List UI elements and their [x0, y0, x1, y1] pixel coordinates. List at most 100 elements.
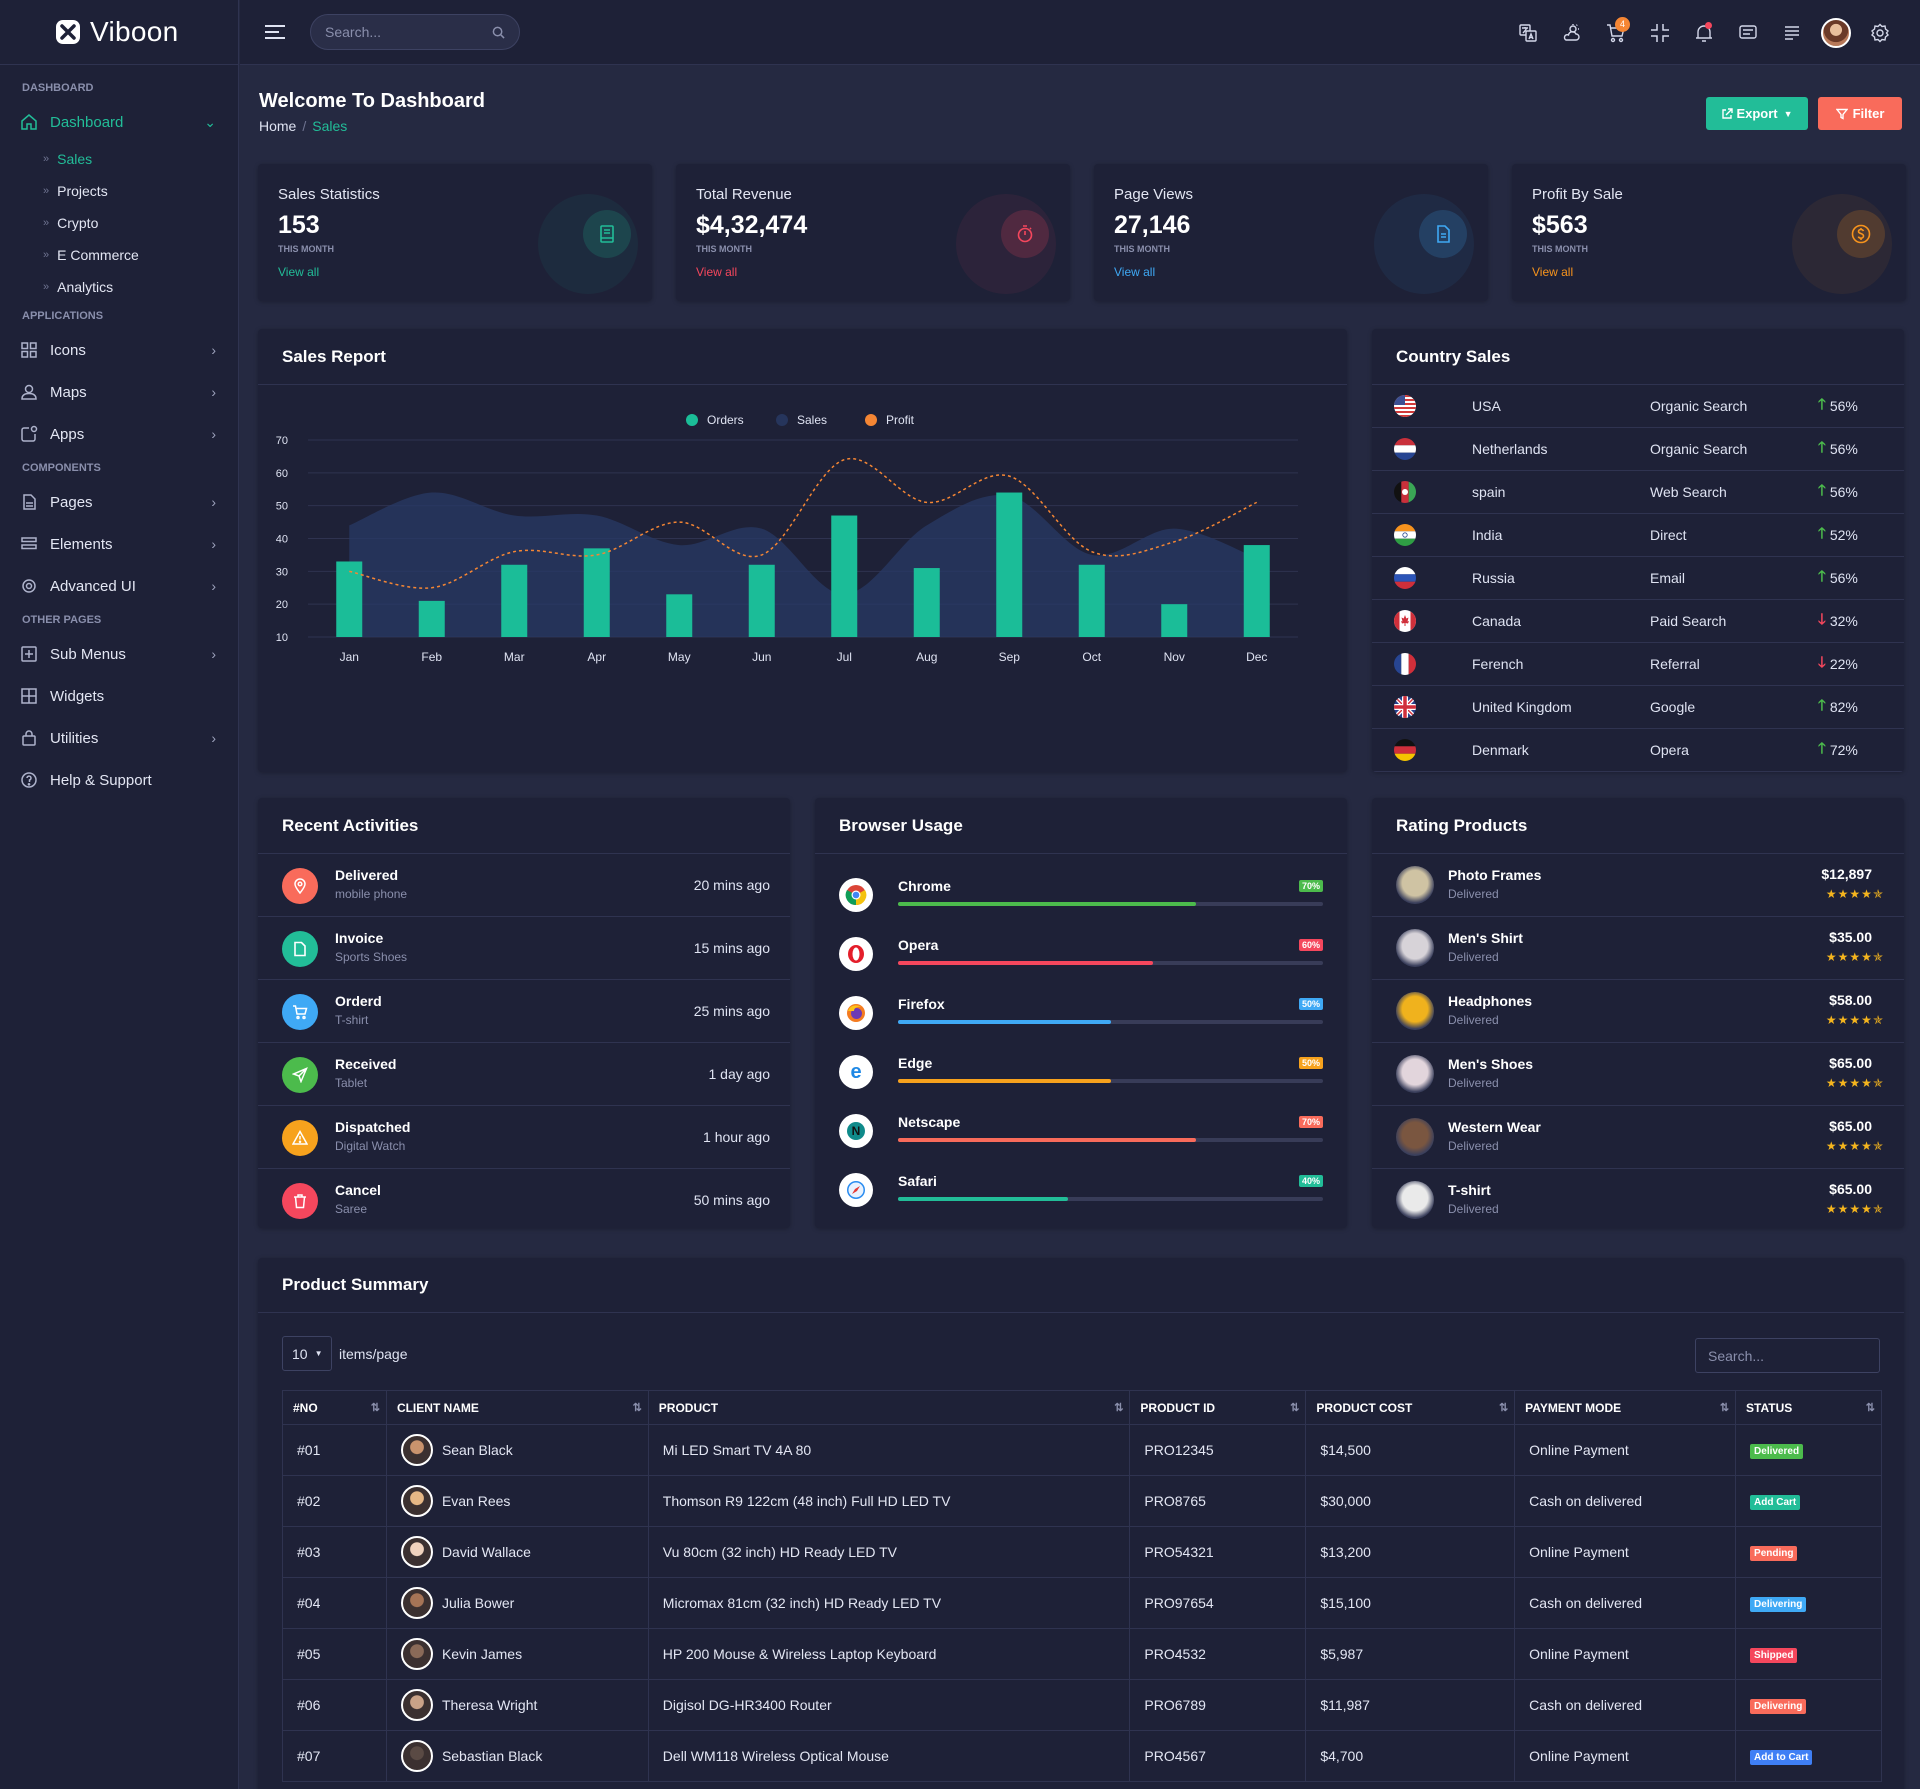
country-sales-card: Country Sales USA Organic Search 🡑 56% Nethe…: [1372, 329, 1904, 772]
product-item[interactable]: Western Wear Delivered $65.00 ★★★★✯: [1372, 1106, 1904, 1169]
export-button[interactable]: Export ▼: [1706, 97, 1808, 130]
browser-list: Chrome 70% Opera 60% Firefox 50% e Edge 50% N Nets…: [815, 854, 1347, 1218]
column-header[interactable]: PRODUCT ID ⇅: [1129, 1390, 1307, 1425]
sidebar: Viboon DASHBOARD Dashboard ⌄ » Sales » Pro…: [0, 0, 239, 1789]
search-input[interactable]: Search...: [310, 14, 520, 50]
translate-icon[interactable]: [1506, 11, 1550, 55]
star-rating: ★★★★✯: [1825, 1013, 1884, 1027]
sort-icon[interactable]: ⇅: [1290, 1402, 1300, 1414]
column-header[interactable]: PRODUCT ⇅: [647, 1390, 1131, 1425]
client-cell: Julia Bower: [385, 1577, 649, 1629]
sidebar-item-pages[interactable]: Pages ›: [0, 481, 238, 523]
product-name: Men's Shirt: [1448, 930, 1523, 946]
fullscreen-exit-icon[interactable]: [1638, 11, 1682, 55]
sidebar-item-apps[interactable]: Apps ›: [0, 413, 238, 455]
column-header[interactable]: PRODUCT COST ⇅: [1305, 1390, 1516, 1425]
table-search-input[interactable]: Search...: [1695, 1338, 1880, 1373]
menu-icon[interactable]: [264, 24, 286, 40]
sidebar-item-help[interactable]: Help & Support: [0, 759, 238, 801]
product-item[interactable]: T-shirt Delivered $65.00 ★★★★✯: [1372, 1169, 1904, 1228]
list-icon[interactable]: [1770, 11, 1814, 55]
sidebar-sub-analytics[interactable]: » Analytics: [0, 271, 238, 303]
table-row[interactable]: #06 Theresa Wright Digisol DG-HR3400 Route…: [282, 1679, 1882, 1731]
sort-icon[interactable]: ⇅: [1719, 1402, 1730, 1414]
cart-icon[interactable]: 4: [1594, 11, 1638, 55]
status-cell: Add to Cart: [1735, 1730, 1882, 1782]
bell-icon[interactable]: [1682, 11, 1726, 55]
sidebar-sub-projects[interactable]: » Projects: [0, 175, 238, 207]
flag-icon: [1394, 524, 1416, 546]
traffic-source: Google: [1650, 699, 1696, 715]
product-item[interactable]: Headphones Delivered $58.00 ★★★★✯: [1372, 980, 1904, 1043]
table-row[interactable]: #02 Evan Rees Thomson R9 122cm (48 inch) F…: [282, 1475, 1882, 1527]
stat-card-sales: Sales Statistics 153 THIS MONTH View all: [258, 164, 652, 301]
view-all-link[interactable]: View all: [278, 265, 320, 279]
sidebar-sub-ecommerce[interactable]: » E Commerce: [0, 239, 238, 271]
sidebar-item-sub-menus[interactable]: Sub Menus ›: [0, 633, 238, 675]
table-row[interactable]: #04 Julia Bower Micromax 81cm (32 inch) HD…: [282, 1577, 1882, 1629]
logo[interactable]: Viboon: [0, 0, 238, 65]
table-row[interactable]: #03 David Wallace Vu 80cm (32 inch) HD Rea…: [282, 1526, 1882, 1578]
page-size-select[interactable]: 10 ▼: [282, 1336, 332, 1371]
weather-icon[interactable]: [1550, 11, 1594, 55]
stat-card-revenue: Total Revenue $4,32,474 THIS MONTH View …: [676, 164, 1070, 301]
column-header[interactable]: CLIENT NAME ⇅: [385, 1390, 649, 1425]
sidebar-item-label: Widgets: [50, 687, 105, 705]
status-cell: Delivering: [1735, 1577, 1882, 1629]
view-all-link[interactable]: View all: [1114, 265, 1156, 279]
user-avatar[interactable]: [1814, 11, 1858, 55]
table-row[interactable]: #07 Sebastian Black Dell WM118 Wireless Op…: [282, 1730, 1882, 1782]
sort-icon[interactable]: ⇅: [370, 1402, 380, 1414]
activity-time: 15 mins ago: [693, 940, 770, 956]
sidebar-item-elements[interactable]: Elements ›: [0, 523, 238, 565]
breadcrumb-home[interactable]: Home: [259, 118, 297, 134]
sort-icon[interactable]: ⇅: [1498, 1402, 1509, 1414]
bullet-icon: »: [43, 281, 50, 293]
status-badge: Shipped: [1750, 1648, 1798, 1663]
column-header[interactable]: STATUS ⇅: [1735, 1390, 1882, 1425]
sidebar-item-dashboard[interactable]: Dashboard ⌄: [0, 101, 238, 143]
column-header[interactable]: PAYMENT MODE ⇅: [1514, 1390, 1737, 1425]
activity-item[interactable]: Received Tablet 1 day ago: [258, 1043, 790, 1106]
client: Evan Rees: [400, 1485, 648, 1517]
activity-item[interactable]: Orderd T-shirt 25 mins ago: [258, 980, 790, 1043]
filter-button[interactable]: Filter: [1818, 97, 1902, 130]
profit-line-series: [349, 457, 1258, 589]
avatar: [400, 1689, 433, 1721]
orders-bar: [501, 564, 528, 637]
product-item[interactable]: Photo Frames Delivered $12,897 ★★★★✯: [1372, 854, 1904, 917]
flag-icon: [1394, 481, 1416, 503]
product-item[interactable]: Men's Shirt Delivered $35.00 ★★★★✯: [1372, 917, 1904, 980]
table-row[interactable]: #01 Sean Black Mi LED Smart TV 4A 80 PRO123…: [282, 1424, 1882, 1476]
browser-row: Opera 60%: [815, 923, 1347, 982]
sort-icon[interactable]: ⇅: [632, 1402, 642, 1414]
product-thumbnail: [1396, 1181, 1434, 1219]
sidebar-item-maps[interactable]: Maps ›: [0, 371, 238, 413]
sidebar-item-utilities[interactable]: Utilities ›: [0, 717, 238, 759]
grid-icon: [21, 342, 37, 358]
view-all-link[interactable]: View all: [1532, 265, 1574, 279]
y-tick-label: 50: [276, 501, 288, 513]
sidebar-item-advanced-ui[interactable]: Advanced UI ›: [0, 565, 238, 607]
sidebar-item-widgets[interactable]: Widgets: [0, 675, 238, 717]
chat-icon[interactable]: [1726, 11, 1770, 55]
column-header[interactable]: #NO ⇅: [282, 1390, 387, 1425]
sidebar-item-icons[interactable]: Icons ›: [0, 329, 238, 371]
sidebar-sub-crypto[interactable]: » Crypto: [0, 207, 238, 239]
activity-item[interactable]: Cancel Saree 50 mins ago: [258, 1169, 790, 1228]
chevron-right-icon: ›: [211, 426, 216, 442]
sort-icon[interactable]: ⇅: [1114, 1402, 1124, 1414]
sidebar-sub-sales[interactable]: » Sales: [0, 143, 238, 175]
product-item[interactable]: Men's Shoes Delivered $65.00 ★★★★✯: [1372, 1043, 1904, 1106]
view-all-link[interactable]: View all: [696, 265, 738, 279]
sort-icon[interactable]: ⇅: [1865, 1402, 1875, 1414]
product-id: PRO8765: [1129, 1475, 1307, 1527]
topbar: Search... 4: [240, 0, 1920, 65]
settings-icon[interactable]: [1858, 11, 1902, 55]
usage-progress-fill: [898, 902, 1196, 906]
activity-item[interactable]: Delivered mobile phone 20 mins ago: [258, 854, 790, 917]
activity-item[interactable]: Invoice Sports Shoes 15 mins ago: [258, 917, 790, 980]
activity-item[interactable]: Dispatched Digital Watch 1 hour ago: [258, 1106, 790, 1169]
browser-name: Chrome: [898, 878, 951, 894]
table-row[interactable]: #05 Kevin James HP 200 Mouse & Wireless La…: [282, 1628, 1882, 1680]
